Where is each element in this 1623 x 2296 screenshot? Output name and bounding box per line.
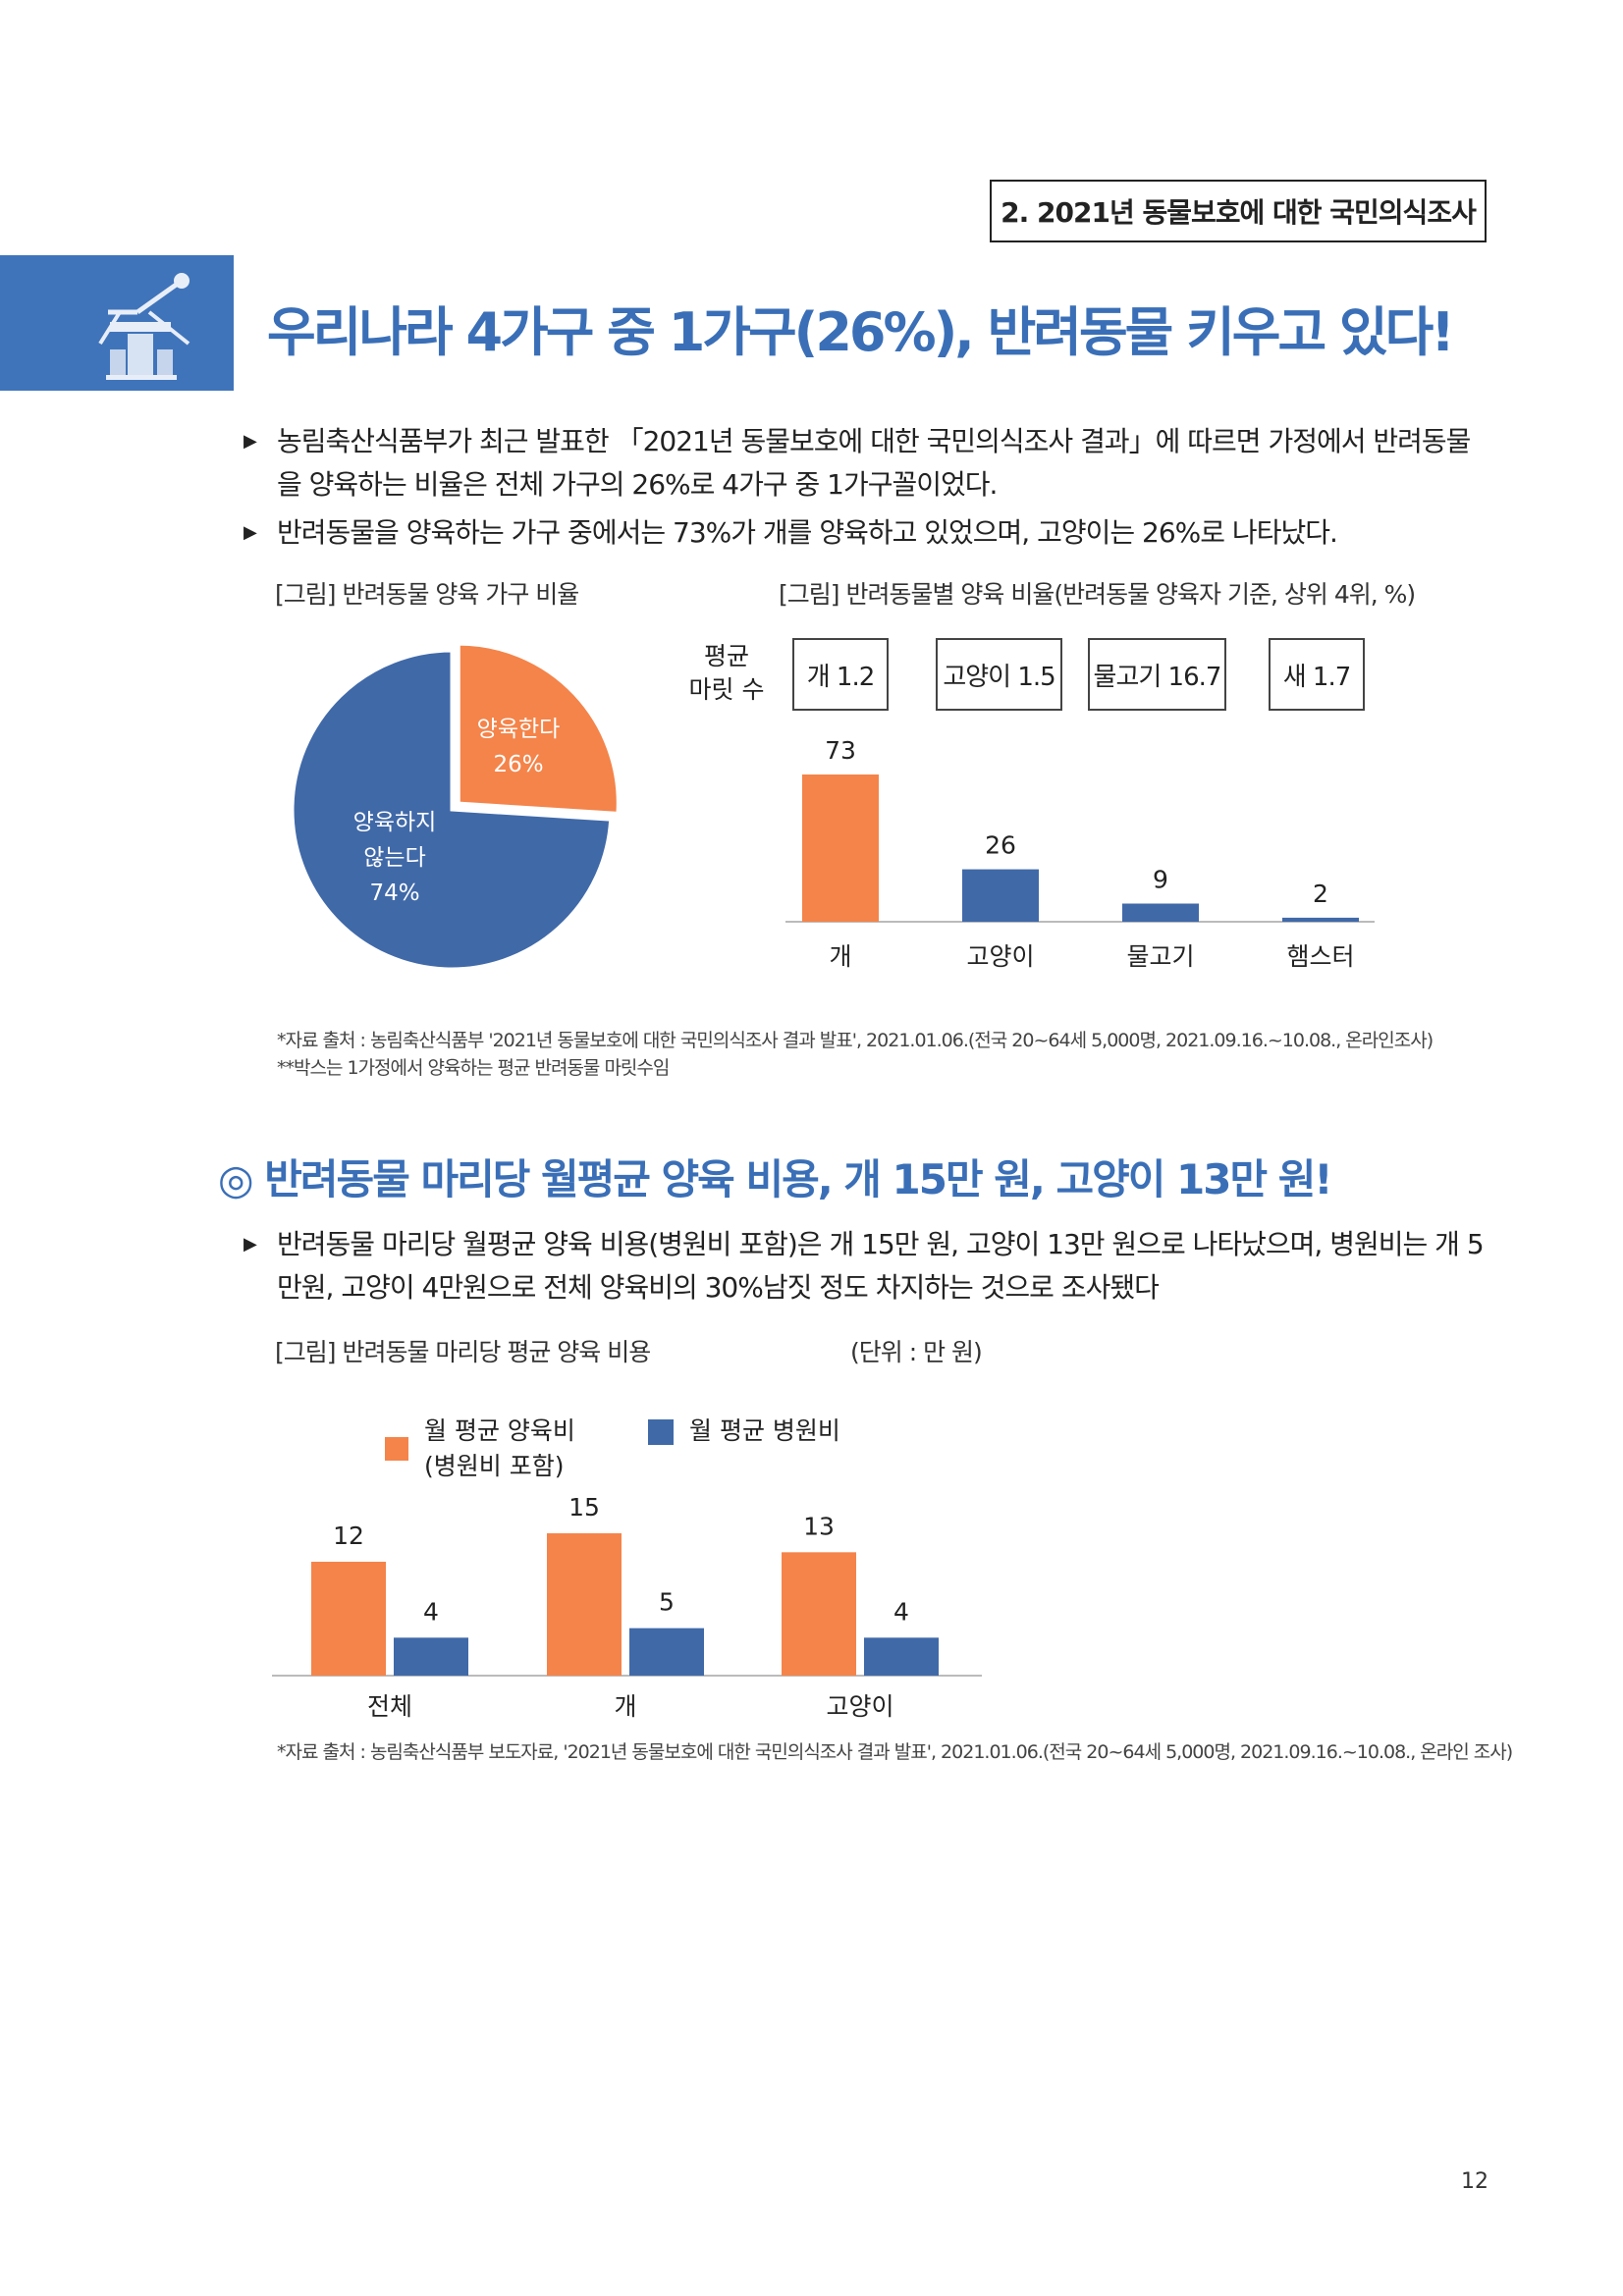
avg-box-cat: 고양이 1.5 [936, 638, 1062, 711]
pie-slice-not-raising [291, 649, 613, 971]
bullet-marker-icon: ▶ [243, 431, 257, 452]
bar-category-label: 개 [614, 1692, 636, 1721]
bar-2-0 [782, 1552, 856, 1676]
page-headline: 우리나라 4가구 중 1가구(26%), 반려동물 키우고 있다! [267, 301, 1455, 363]
source-note: *자료 출처 : 농림축산식품부 보도자료, '2021년 동물보호에 대한 국… [277, 1741, 1513, 1763]
bullet-item: ▶ 반려동물 마리당 월평균 양육 비용(병원비 포함)은 개 15만 원, 고… [243, 1223, 1494, 1309]
avg-count-label-line: 마릿 수 [688, 675, 765, 704]
bar-chart-pet-ratio: 73 개 26 고양이 9 물고기 2 햄스터 [785, 736, 1375, 971]
bullet-item: ▶ 반려동물을 양육하는 가구 중에서는 73%가 개를 양육하고 있었으며, … [243, 511, 1494, 555]
bullet-marker-icon: ▶ [243, 1234, 257, 1255]
bullet-text: 농림축산식품부가 최근 발표한 「2021년 동물보호에 대한 국민의식조사 결… [277, 425, 1471, 501]
bullet-text: 반려동물 마리당 월평균 양육 비용(병원비 포함)은 개 15만 원, 고양이… [277, 1228, 1485, 1304]
section-icon-block [0, 255, 234, 391]
bar-value-label: 12 [333, 1522, 364, 1550]
figure-caption-pet-ratio: [그림] 반려동물별 양육 비율(반려동물 양육자 기준, 상위 4위, %) [779, 580, 1416, 609]
bar-value-label: 13 [803, 1512, 835, 1540]
pie-label: 양육한다 [477, 717, 561, 742]
figure-caption-household-ratio: [그림] 반려동물 양육 가구 비율 [275, 580, 579, 609]
bar-category-label: 물고기 [1126, 942, 1194, 971]
bar-category-label: 고양이 [826, 1692, 893, 1721]
unit-label: (단위 : 만 원) [850, 1338, 983, 1366]
bar-3 [1282, 917, 1359, 922]
pie-slice-raising [457, 643, 619, 815]
section-tag: 2. 2021년 동물보호에 대한 국민의식조사 [990, 180, 1487, 242]
pie-label: 않는다 [363, 845, 425, 871]
pie-label: 26% [493, 752, 543, 777]
bullet-item: ▶ 농림축산식품부가 최근 발표한 「2021년 동물보호에 대한 국민의식조사… [243, 420, 1494, 507]
avg-box-bird: 새 1.7 [1269, 638, 1365, 711]
section-heading: ◎ 반려동물 마리당 월평균 양육 비용, 개 15만 원, 고양이 13만 원… [218, 1155, 1333, 1203]
pie-label: 74% [369, 881, 419, 906]
legend-label-line: (병원비 포함) [424, 1452, 565, 1480]
bar-value-label: 73 [825, 736, 856, 765]
bar-category-label: 고양이 [966, 942, 1034, 971]
avg-count-label-line: 평균 [703, 642, 749, 670]
bar-1-1 [629, 1628, 704, 1676]
source-note: *자료 출처 : 농림축산식품부 '2021년 동물보호에 대한 국민의식조사 … [277, 1030, 1434, 1051]
source-note: **박스는 1가정에서 양육하는 평균 반려동물 마릿수임 [277, 1057, 670, 1079]
legend-label-care-cost: 월 평균 양육비 (병원비 포함) [424, 1414, 575, 1484]
legend-swatch-hospital-cost [648, 1419, 674, 1445]
legend-swatch-care-cost [385, 1437, 408, 1461]
bar-value-label: 4 [893, 1597, 909, 1626]
bar-0-0 [311, 1562, 386, 1676]
pie-label: 양육하지 [353, 810, 437, 835]
bar-value-label: 4 [423, 1597, 439, 1626]
bar-2-1 [864, 1637, 939, 1676]
bar-value-label: 15 [568, 1493, 600, 1522]
bar-value-label: 9 [1153, 866, 1168, 894]
page-number: 12 [1461, 2169, 1488, 2194]
bar-1 [962, 869, 1039, 922]
bar-2 [1122, 903, 1199, 922]
bar-value-label: 26 [985, 831, 1016, 860]
avg-count-label: 평균 마릿 수 [687, 640, 766, 707]
bar-value-label: 5 [659, 1588, 675, 1617]
figure-caption-cost: [그림] 반려동물 마리당 평균 양육 비용 [275, 1338, 651, 1366]
bar-1-0 [547, 1533, 622, 1676]
bar-category-label: 개 [829, 942, 851, 971]
bar-category-label: 전체 [367, 1692, 412, 1721]
bullet-text: 반려동물을 양육하는 가구 중에서는 73%가 개를 양육하고 있었으며, 고양… [277, 516, 1338, 549]
pie-chart-household: 양육한다 26% 양육하지 않는다 74% [291, 643, 619, 971]
bar-0-1 [394, 1637, 468, 1676]
bar-value-label: 2 [1313, 880, 1328, 908]
bullet-marker-icon: ▶ [243, 522, 257, 543]
bar-category-label: 햄스터 [1286, 942, 1354, 971]
legend-label-hospital-cost: 월 평균 병원비 [689, 1416, 840, 1445]
legend-label-line: 월 평균 양육비 [424, 1416, 575, 1445]
avg-box-dog: 개 1.2 [792, 638, 889, 711]
bar-chart-cost: 12 4 전체 15 5 개 13 4 고양이 [272, 1493, 982, 1721]
avg-box-fish: 물고기 16.7 [1088, 638, 1226, 711]
podium-icon [98, 273, 190, 380]
bar-0 [802, 774, 879, 922]
